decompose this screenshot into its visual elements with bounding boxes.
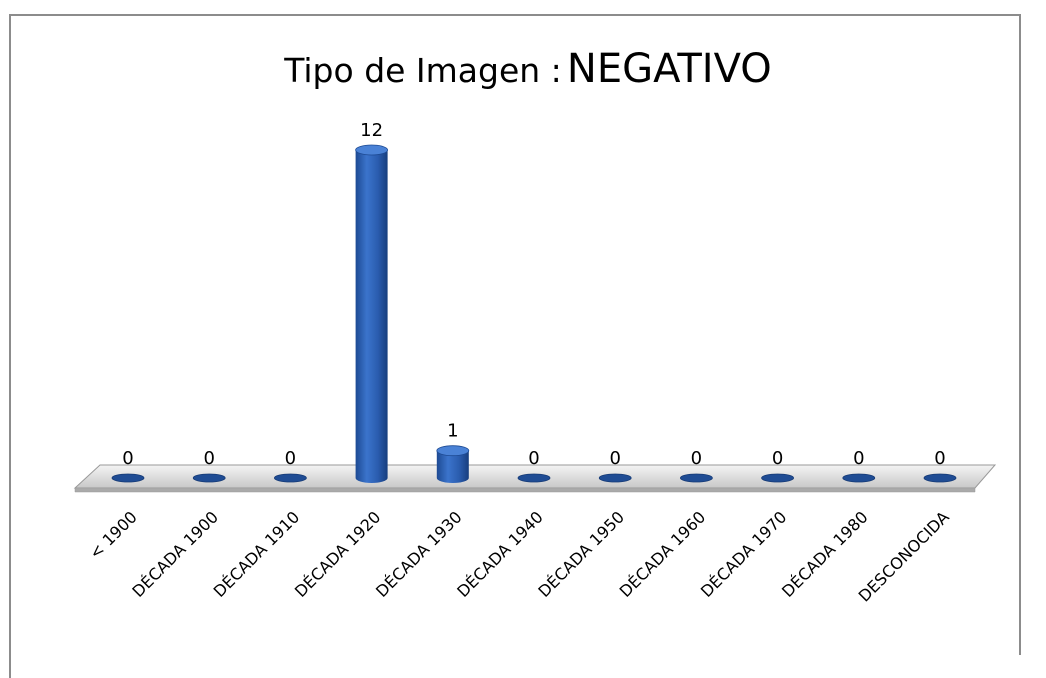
bar xyxy=(355,144,389,483)
bar xyxy=(111,473,145,483)
bar-top xyxy=(111,473,145,483)
bar-body xyxy=(355,150,388,483)
bar-top xyxy=(436,445,470,457)
x-tick-label: DÉCADA 1940 xyxy=(453,507,547,601)
x-tick-label: < 1900 xyxy=(86,507,141,562)
data-label: 0 xyxy=(934,448,945,469)
bar xyxy=(680,473,713,483)
bar-top xyxy=(923,473,957,483)
bar xyxy=(842,473,876,483)
data-label: 0 xyxy=(853,448,864,469)
bar xyxy=(598,473,632,483)
bar xyxy=(923,473,957,483)
bar-top xyxy=(761,473,794,483)
data-label: 0 xyxy=(203,448,214,469)
bar-top xyxy=(517,473,551,483)
data-label: 0 xyxy=(691,448,702,469)
x-tick-label: DÉCADA 1950 xyxy=(534,507,628,601)
x-tick-label: DÉCADA 1960 xyxy=(616,507,710,601)
bar-body xyxy=(436,450,469,483)
bar-top xyxy=(355,144,389,156)
data-label: 1 xyxy=(447,421,458,442)
bar xyxy=(517,473,551,483)
data-label: 0 xyxy=(122,448,133,469)
data-label: 0 xyxy=(609,448,620,469)
chart-frame xyxy=(9,14,1021,678)
x-tick-label: DÉCADA 1970 xyxy=(697,507,791,601)
bar-top xyxy=(273,473,307,483)
bar-top xyxy=(680,473,713,483)
x-tick-label: DÉCADA 1920 xyxy=(291,507,385,601)
bar xyxy=(761,473,794,483)
bar xyxy=(192,473,226,483)
data-label: 0 xyxy=(528,448,539,469)
bar xyxy=(436,445,470,483)
x-tick-label: DÉCADA 1980 xyxy=(778,507,872,601)
bar-top xyxy=(192,473,226,483)
x-tick-label: DÉCADA 1910 xyxy=(210,507,304,601)
data-label: 12 xyxy=(360,120,383,141)
x-tick-label: DÉCADA 1930 xyxy=(372,507,466,601)
x-tick-label: DÉCADA 1900 xyxy=(128,507,222,601)
bar-top xyxy=(842,473,876,483)
bar xyxy=(273,473,307,483)
floor-edge xyxy=(74,487,976,493)
data-label: 0 xyxy=(285,448,296,469)
chart-title: Tipo de Imagen : NEGATIVO xyxy=(283,46,771,92)
bar-top xyxy=(598,473,632,483)
data-label: 0 xyxy=(772,448,783,469)
